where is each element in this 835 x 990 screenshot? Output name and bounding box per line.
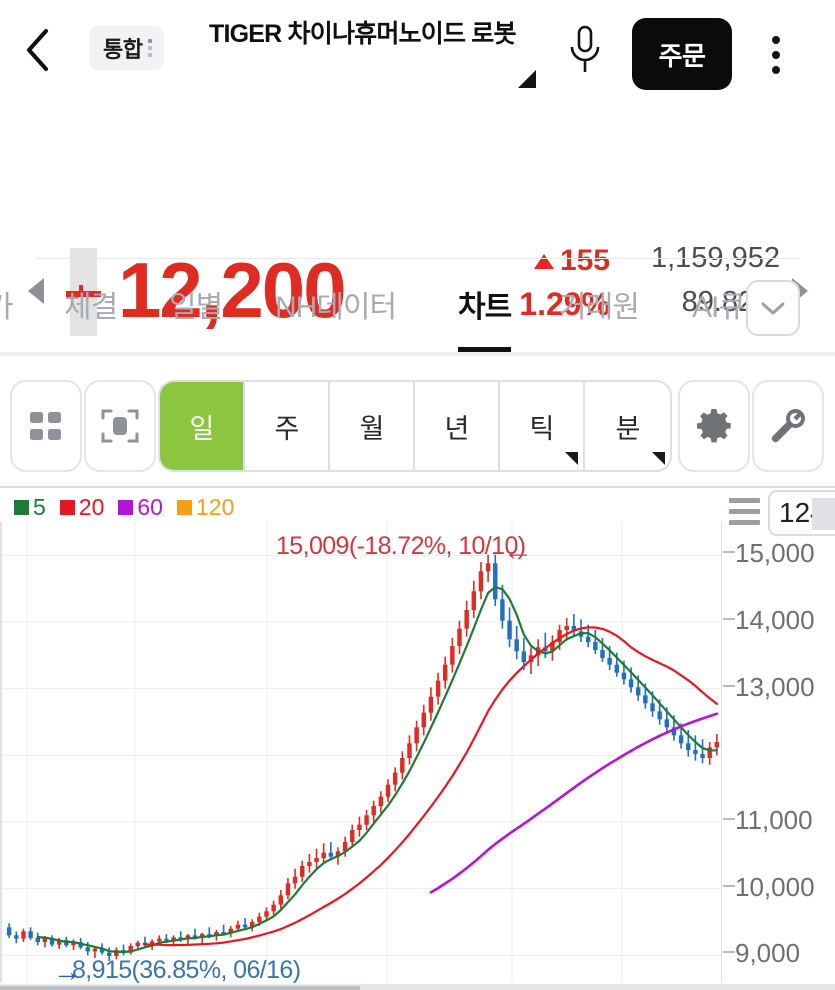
triangle-expand-icon[interactable] [518, 70, 536, 88]
legend-swatch-ma20 [59, 500, 75, 515]
tab-active-underline [458, 347, 512, 352]
period-week[interactable]: 주 [245, 382, 330, 470]
chart-horizontal-scrollbar[interactable] [0, 986, 360, 990]
change-absolute: 155 [480, 244, 610, 278]
tabbar-separator [0, 352, 835, 356]
tab-overflow-dropdown[interactable] [746, 280, 800, 336]
period-year[interactable]: 년 [415, 382, 500, 470]
y-axis-tick: 13,000 [723, 672, 815, 703]
bottom-divider [0, 984, 835, 990]
fullscreen-icon[interactable] [84, 380, 156, 472]
caret-icon [652, 452, 665, 465]
period-day[interactable]: 일 [160, 382, 245, 470]
tab-nh-data[interactable]: NH데이터 [275, 291, 397, 324]
wrench-icon[interactable] [752, 380, 824, 472]
back-icon[interactable] [24, 28, 50, 72]
chart-plot[interactable] [0, 522, 722, 982]
current-price: 12,200 [118, 246, 347, 334]
tab-chart[interactable]: 차트 [458, 282, 512, 352]
ma-legend: 5 20 60 120 [14, 494, 234, 521]
tab-chegyeol[interactable]: 체결 [64, 291, 118, 324]
chevron-down-icon [761, 302, 785, 315]
microphone-icon[interactable] [566, 24, 604, 76]
app-header: 통합 TIGER 차이나휴머노이드 로봇 주문 [0, 0, 835, 112]
tab-traders[interactable]: 거래원 [559, 291, 640, 324]
dots-grid-icon [148, 39, 153, 57]
y-axis-tick: 11,000 [723, 805, 813, 836]
triangle-up-icon [533, 254, 554, 269]
period-tick[interactable]: 틱 [500, 382, 585, 470]
tab-bar: 가 체결 일별 NH데이터 차트 거래원 AI큐 [0, 268, 835, 356]
hamburger-icon[interactable] [729, 498, 760, 525]
chart-area: 5 20 60 120 124 15,000 14,000 13,000 11,000… [0, 486, 835, 990]
bar-count-input[interactable]: 124 [768, 490, 835, 536]
quote-summary: 12,200 155 1.29% 1,159,952 89.82% [0, 112, 835, 336]
legend-swatch-ma60 [118, 500, 134, 515]
price-axis: 15,000 14,000 13,000 11,000 10,000 9,000 [723, 522, 835, 982]
change-absolute-value: 155 [559, 244, 610, 277]
page-title[interactable]: TIGER 차이나휴머노이드 로봇 [209, 20, 516, 48]
legend-ma5[interactable]: 5 [14, 494, 46, 521]
tab-hoga[interactable]: 가 [0, 282, 14, 326]
legend-swatch-ma120 [176, 500, 192, 515]
caret-icon [565, 452, 578, 465]
category-badge-label: 통합 [103, 37, 143, 62]
arrow-right-icon: → [53, 956, 81, 987]
y-axis-tick: 9,000 [723, 938, 800, 969]
tab-ilbyeol[interactable]: 일별 [169, 291, 223, 324]
low-annotation: 8,915(36.85%, 06/16) [72, 956, 301, 984]
period-segmented-control: 일 주 월 년 틱 분 [158, 380, 672, 472]
category-badge[interactable]: 통합 [89, 26, 165, 70]
chart-toolbar: 일 주 월 년 틱 분 [0, 372, 835, 482]
high-annotation: 15,009(-18.72%, 10/10) [276, 532, 526, 560]
period-month[interactable]: 월 [330, 382, 415, 470]
y-axis-tick: 10,000 [723, 872, 815, 903]
grid-layout-icon[interactable] [10, 380, 82, 472]
divider [36, 258, 799, 259]
y-axis-tick: 14,000 [723, 605, 815, 636]
legend-ma20[interactable]: 20 [59, 494, 104, 521]
legend-ma120[interactable]: 120 [176, 494, 234, 521]
change-percent: 1.29% [519, 286, 610, 322]
period-minute[interactable]: 분 [585, 382, 670, 470]
arrow-left-icon: ← [503, 534, 533, 567]
legend-ma60[interactable]: 60 [118, 494, 163, 521]
gear-icon[interactable] [678, 380, 750, 472]
prev-stock-icon[interactable] [28, 278, 44, 304]
day-range-bar [66, 248, 101, 336]
legend-swatch-ma5 [14, 500, 29, 515]
kebab-menu-icon[interactable] [772, 36, 780, 74]
candlestick-svg [2, 522, 721, 982]
y-axis-tick: 15,000 [723, 538, 815, 569]
price-change-block: 155 1.29% [480, 244, 610, 323]
bar-count-stepper[interactable] [812, 498, 835, 530]
tab-ai-q[interactable]: AI큐 [692, 291, 746, 324]
order-button[interactable]: 주문 [632, 18, 732, 90]
chart-top-divider [0, 486, 835, 488]
